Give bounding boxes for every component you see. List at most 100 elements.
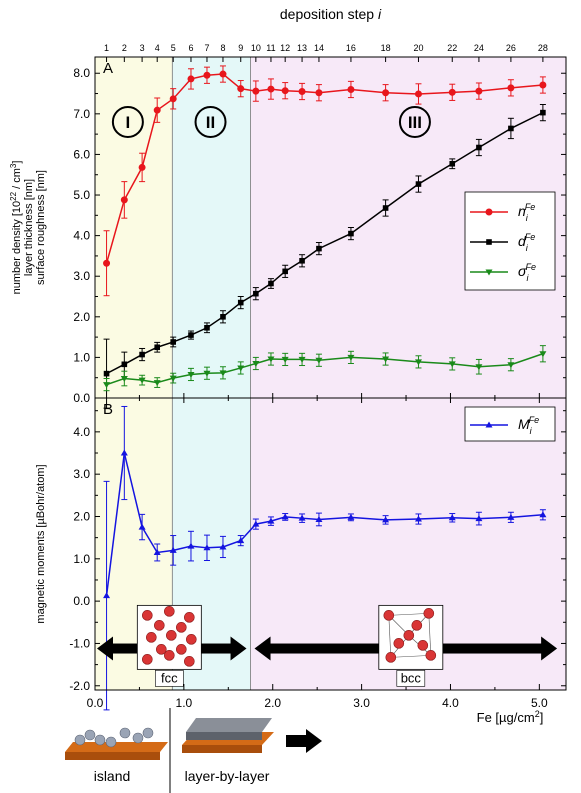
panel-b-letter: B	[103, 401, 113, 418]
panel-b-ytick-label: -2.0	[69, 679, 90, 693]
top-tick-label: 11	[266, 43, 275, 53]
series-a-0	[103, 65, 547, 297]
legend-sub: i	[530, 426, 533, 436]
data-point	[414, 359, 422, 366]
cell-atom	[156, 644, 167, 655]
phase-shading	[95, 57, 567, 690]
legend-marker	[485, 269, 493, 276]
axes: 0.0 1.0 2.0 3.0 4.0 5.0Fe [µg/cm2]1 2 3 4 5 6 7 8 9 10…	[9, 6, 567, 725]
data-point	[204, 324, 210, 331]
cell-atom	[146, 632, 157, 643]
data-point	[415, 181, 422, 187]
data-point	[347, 513, 355, 520]
legend-sup: Fe	[529, 415, 540, 425]
data-point	[252, 360, 260, 367]
data-point	[169, 375, 177, 382]
panel-a-ytick-label: 8.0	[73, 66, 90, 80]
cell-bond	[390, 655, 431, 658]
legend-a-box	[464, 191, 556, 291]
cell-atom	[403, 630, 415, 641]
bottom-tick-label: 5.0	[531, 696, 548, 710]
data-point	[382, 205, 389, 211]
data-point	[138, 377, 146, 384]
bottom-tick-label: 2.0	[264, 696, 281, 710]
island-atom	[132, 732, 144, 744]
data-point	[103, 592, 111, 599]
panel-a-ylabel: number density [1022 / cm3]layer thickne…	[9, 161, 47, 295]
data-point	[298, 356, 306, 363]
cell-atom	[164, 650, 175, 661]
panel-a-ytick-label: 0.0	[73, 391, 90, 405]
panel-b-ytick-label: -1.0	[69, 636, 90, 650]
legend-label: niFe	[518, 202, 535, 223]
legend-a-item: niFe	[470, 202, 535, 223]
top-tick-label: 6	[188, 43, 193, 53]
data-point	[138, 163, 146, 171]
cell-atom	[411, 620, 423, 631]
cell-atom	[186, 634, 197, 645]
data-point	[103, 382, 111, 389]
top-tick-label: 1	[104, 43, 109, 53]
top-tick-label: 26	[506, 43, 516, 53]
data-point	[539, 81, 547, 89]
legend-label: MiFe	[518, 415, 539, 436]
cell-label-bcc: bcc	[401, 670, 422, 685]
top-tick-label: 14	[314, 43, 324, 53]
top-tick-label: 7	[204, 43, 209, 53]
layer-illustration	[182, 718, 274, 753]
phase-band-3	[250, 57, 567, 690]
bottom-tick-label: 3.0	[353, 696, 370, 710]
top-tick-label: 5	[171, 43, 176, 53]
bottom-axis-label-sup: 2	[535, 709, 540, 719]
fcc-cell: fcc	[136, 604, 202, 687]
data-point	[203, 71, 211, 79]
panel-a-ytick-label: 6.0	[73, 147, 90, 161]
series-a-1	[103, 103, 546, 409]
data-point	[220, 314, 226, 320]
cell-atom	[176, 622, 187, 633]
data-point	[315, 515, 323, 522]
panel-b-ylabel-text: magnetic moments [µBohr/atom]	[35, 464, 47, 623]
panel-b-ylabel: magnetic moments [µBohr/atom]	[35, 464, 47, 623]
data-point	[120, 376, 128, 383]
panel-a-ytick-label: 1.0	[73, 350, 90, 364]
island-label: island	[94, 768, 131, 784]
data-point	[475, 87, 483, 95]
region-circle	[194, 105, 227, 138]
data-point	[103, 259, 111, 267]
legend-a-item: diFe	[470, 232, 535, 253]
top-tick-label: 10	[251, 43, 261, 53]
data-point	[153, 106, 161, 114]
legend-sup: Fe	[525, 262, 536, 272]
data-point	[120, 449, 128, 456]
data-point	[448, 514, 456, 521]
panel-b-ytick-label: 4.0	[73, 425, 90, 439]
top-axis-label: deposition step i	[280, 6, 382, 22]
layer-substrate-side	[182, 745, 262, 753]
data-point	[539, 351, 547, 358]
region-circle	[111, 105, 144, 138]
data-point	[347, 354, 355, 361]
legend-marker	[486, 239, 492, 245]
data-point	[237, 537, 245, 544]
region-label: III	[408, 113, 422, 132]
data-point	[476, 144, 482, 151]
cell-atom	[393, 638, 405, 649]
arrow-head-right	[541, 636, 558, 661]
data-point	[448, 88, 456, 96]
top-tick-label: 24	[474, 43, 484, 53]
legend-sym: n	[518, 203, 526, 219]
data-point	[315, 89, 323, 97]
data-point	[219, 70, 227, 78]
cell-atom	[184, 612, 195, 623]
top-tick-label: 28	[538, 43, 548, 53]
legend-b-item: MiFe	[470, 415, 539, 436]
panel-b-ytick-label: 3.0	[73, 467, 90, 481]
legend-b-box	[464, 406, 556, 442]
data-point	[268, 280, 274, 287]
cell-atom	[425, 650, 437, 661]
legend-sup: Fe	[525, 202, 536, 212]
island-atom	[94, 734, 106, 746]
data-point	[414, 90, 422, 98]
data-point	[187, 371, 195, 378]
